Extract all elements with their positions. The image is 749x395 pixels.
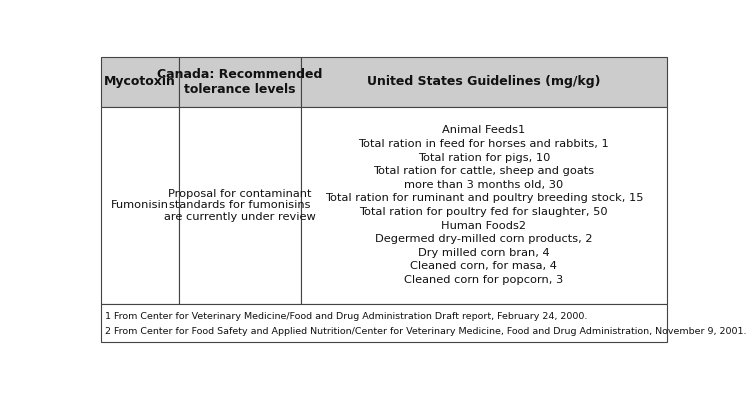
Text: United States Guidelines (mg/kg): United States Guidelines (mg/kg) [367,75,601,88]
Text: Mycotoxin: Mycotoxin [104,75,175,88]
Bar [100,56,179,107]
Text: Fumonisin: Fumonisin [111,200,169,210]
Bar [100,304,667,342]
Bar [179,56,300,107]
Bar [300,107,667,304]
Bar [100,107,179,304]
Bar [300,56,667,107]
Text: 1 From Center for Veterinary Medicine/Food and Drug Administration Draft report,: 1 From Center for Veterinary Medicine/Fo… [105,312,588,321]
Text: Canada: Recommended
tolerance levels: Canada: Recommended tolerance levels [157,68,322,96]
Text: Animal Feeds1
Total ration in feed for horses and rabbits, 1
Total ration for pi: Animal Feeds1 Total ration in feed for h… [324,125,643,285]
Text: Proposal for contaminant
standards for fumonisins
are currently under review: Proposal for contaminant standards for f… [164,188,315,222]
Bar [179,107,300,304]
Text: 2 From Center for Food Safety and Applied Nutrition/Center for Veterinary Medici: 2 From Center for Food Safety and Applie… [105,327,747,336]
